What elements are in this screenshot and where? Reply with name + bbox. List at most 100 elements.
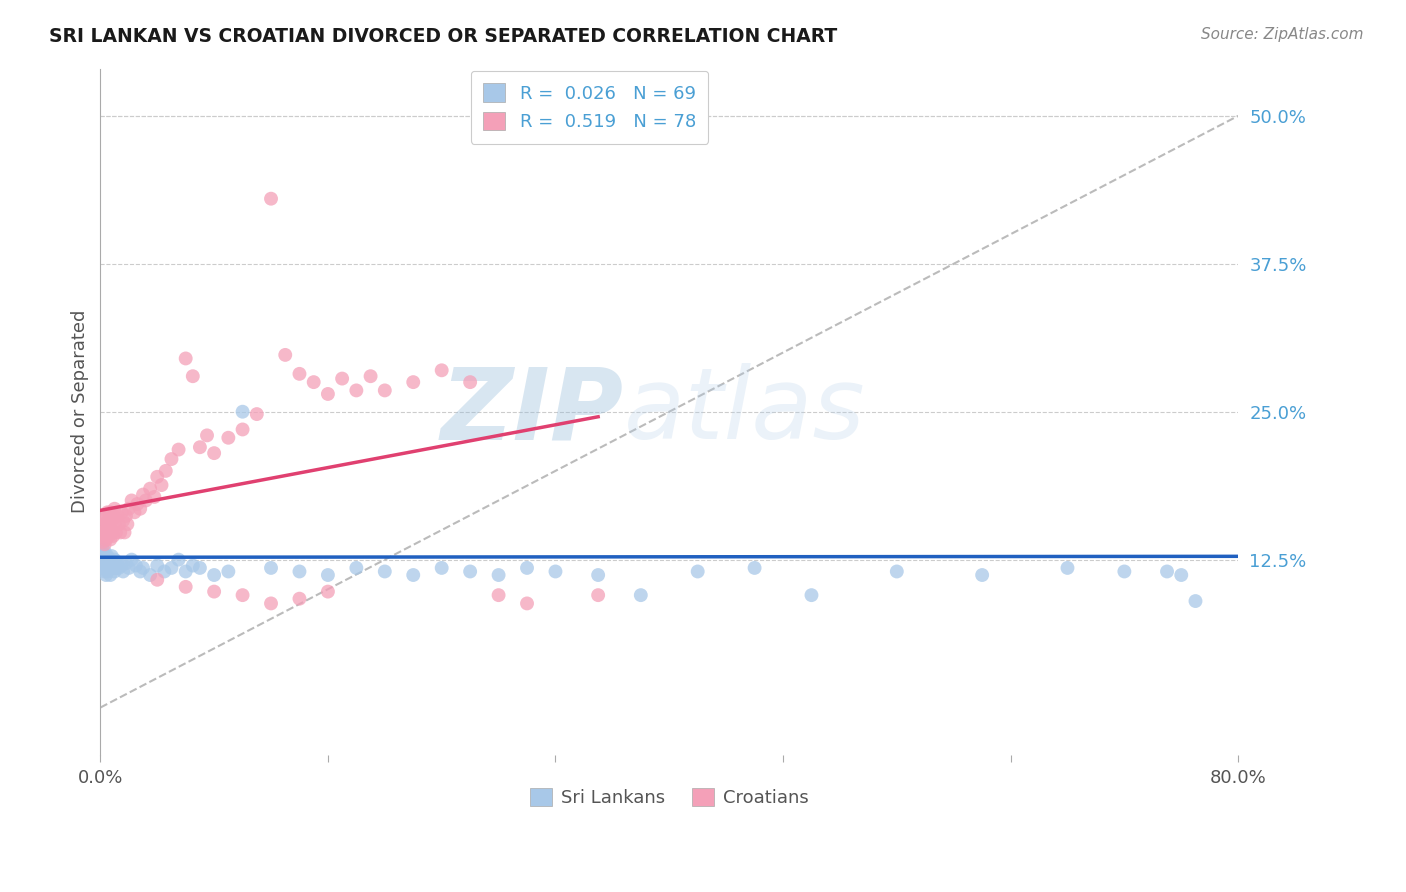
Text: Source: ZipAtlas.com: Source: ZipAtlas.com (1201, 27, 1364, 42)
Point (744, 561, 766, 575)
Point (103, 552, 125, 566)
Point (105, 561, 128, 575)
Point (288, 367, 311, 381)
Point (100, 514, 122, 528)
Point (135, 493, 157, 508)
Point (232, 422, 254, 436)
Point (132, 561, 155, 575)
Point (97, 529, 120, 543)
Point (174, 580, 197, 594)
Point (139, 568, 162, 582)
Point (516, 561, 538, 575)
Point (430, 561, 453, 575)
Point (94, 561, 117, 575)
Point (100, 549, 122, 563)
Point (246, 407, 269, 421)
Point (232, 588, 254, 602)
Point (516, 596, 538, 610)
Point (91, 556, 114, 570)
Point (98, 533, 121, 547)
Point (316, 584, 339, 599)
Point (181, 558, 204, 573)
Point (150, 478, 173, 492)
Point (127, 497, 149, 511)
Point (91, 511, 114, 525)
Point (155, 464, 177, 478)
Point (160, 561, 183, 575)
Point (94, 552, 117, 566)
Y-axis label: Divorced or Separated: Divorced or Separated (72, 310, 89, 514)
Point (202, 446, 225, 460)
Point (98, 568, 121, 582)
Point (146, 573, 169, 587)
Point (232, 405, 254, 419)
Point (93, 529, 115, 543)
Point (96, 505, 118, 519)
Point (174, 565, 197, 579)
Point (488, 588, 510, 602)
Point (118, 561, 141, 575)
Point (202, 584, 225, 599)
Point (90, 549, 112, 563)
Point (316, 568, 339, 582)
Point (288, 565, 311, 579)
Point (188, 561, 211, 575)
Point (96, 549, 118, 563)
Point (544, 565, 567, 579)
Point (129, 565, 152, 579)
Point (316, 387, 339, 401)
Point (101, 529, 124, 543)
Point (118, 501, 141, 516)
Point (97, 556, 120, 570)
Point (97, 514, 120, 528)
Point (330, 371, 353, 385)
Point (117, 517, 139, 532)
Point (217, 565, 239, 579)
Point (90, 541, 112, 555)
Point (91, 561, 114, 575)
Point (360, 369, 382, 384)
Point (100, 561, 122, 575)
Text: ZIP: ZIP (440, 363, 624, 460)
Point (100, 525, 122, 540)
Point (108, 517, 131, 532)
Point (110, 525, 132, 540)
Point (174, 351, 197, 366)
Point (430, 363, 453, 377)
Point (93, 565, 115, 579)
Point (111, 505, 134, 519)
Point (288, 591, 311, 606)
Point (94, 533, 117, 547)
Point (97, 561, 120, 575)
Point (124, 505, 146, 519)
Point (260, 192, 283, 206)
Point (112, 514, 135, 528)
Point (402, 375, 425, 389)
Point (972, 568, 994, 582)
Point (630, 588, 652, 602)
Point (886, 565, 908, 579)
Point (96, 565, 118, 579)
Point (96, 525, 118, 540)
Point (586, 588, 609, 602)
Point (115, 508, 138, 523)
Point (93, 552, 115, 566)
Point (132, 487, 155, 501)
Point (458, 565, 481, 579)
Point (107, 556, 129, 570)
Point (94, 568, 117, 582)
Point (1114, 565, 1136, 579)
Point (1184, 594, 1206, 608)
Point (115, 556, 138, 570)
Point (103, 517, 125, 532)
Point (90, 529, 112, 543)
Point (167, 552, 190, 566)
Point (90, 517, 112, 532)
Point (167, 442, 190, 457)
Text: atlas: atlas (624, 363, 865, 460)
Point (1170, 568, 1192, 582)
Point (139, 482, 162, 496)
Point (302, 375, 325, 389)
Point (121, 552, 143, 566)
Point (101, 558, 124, 573)
